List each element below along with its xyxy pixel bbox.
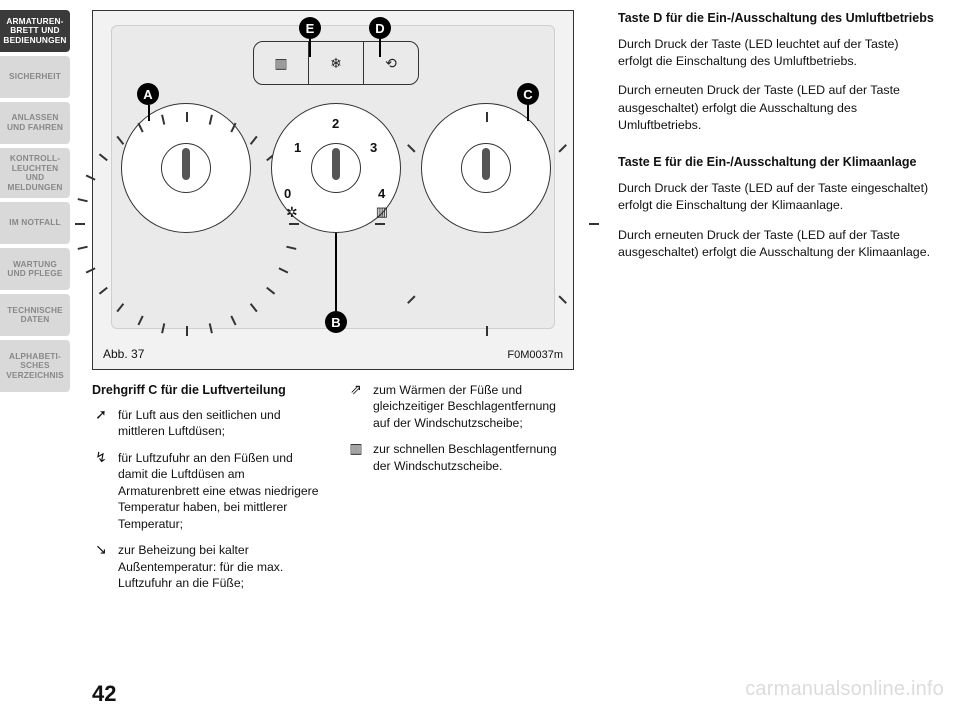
fan-label-1: 1	[294, 140, 301, 155]
list-item-text: zur Beheizung bei kalter Außentemperatur…	[118, 542, 319, 591]
fan-label-2: 2	[332, 116, 339, 131]
temperature-dial	[121, 103, 251, 233]
callout-C: C	[517, 83, 539, 105]
figure-code: F0M0037m	[507, 349, 563, 361]
nav-tab-label: WARTUNGUND PFLEGE	[7, 260, 62, 279]
callout-lead	[379, 39, 381, 57]
nav-tab-label: ARMATUREN-BRETT UNDBEDIENUNGEN	[3, 17, 66, 46]
nav-tab-label: TECHNISCHEDATEN	[7, 306, 63, 325]
nav-tab-label: ALPHABETI-SCHESVERZEICHNIS	[6, 352, 64, 381]
nav-tab-notfall[interactable]: IM NOTFALL	[0, 202, 70, 244]
column-1: Drehgriff C für die Luftverteilung ➚ für…	[92, 382, 319, 602]
figure-caption: Abb. 37	[103, 347, 144, 361]
fan-label-3: 3	[370, 140, 377, 155]
right-column: Taste D für die Ein-/Ausschaltung des Um…	[618, 10, 934, 281]
defrost-icon: ▥	[347, 441, 365, 474]
fan-icon: ✲	[286, 204, 298, 221]
nav-tab-label: IM NOTFALL	[9, 218, 60, 228]
nav-tab-wartung[interactable]: WARTUNGUND PFLEGE	[0, 248, 70, 290]
nav-tab-kontrollleuchten[interactable]: KONTROLL-LEUCHTEN UNDMELDUNGEN	[0, 148, 70, 198]
dial-knob	[311, 143, 361, 193]
list-item: ➚ für Luft aus den seitlichen und mittle…	[92, 407, 319, 440]
block-E: Taste E für die Ein-/Ausschaltung der Kl…	[618, 154, 934, 261]
nav-tab-anlassen[interactable]: ANLASSENUND FAHREN	[0, 102, 70, 144]
button-bar: ▥ ❄ ⟲	[253, 41, 419, 85]
defrost-button: ▥	[254, 42, 308, 84]
block-D: Taste D für die Ein-/Ausschaltung des Um…	[618, 10, 934, 134]
nav-tab-label: SICHERHEIT	[9, 72, 61, 82]
column-2: ⇗ zum Wärmen der Füße und gleichzeitiger…	[347, 382, 574, 602]
callout-lead	[309, 39, 311, 57]
heading-E: Taste E für die Ein-/Ausschaltung der Kl…	[618, 154, 934, 172]
airflow-face-icon: ➚	[92, 407, 110, 440]
para: Durch Druck der Taste (LED auf der Taste…	[618, 180, 934, 215]
heading-D: Taste D für die Ein-/Ausschaltung des Um…	[618, 10, 934, 28]
airflow-feet-icon: ↘	[92, 542, 110, 591]
list-item: ▥ zur schnellen Beschlagentfernung der W…	[347, 441, 574, 474]
para: Durch erneuten Druck der Taste (LED auf …	[618, 82, 934, 134]
dial-knob	[161, 143, 211, 193]
callout-D: D	[369, 17, 391, 39]
nav-tab-sicherheit[interactable]: SICHERHEIT	[0, 56, 70, 98]
callout-lead	[335, 233, 337, 311]
page-number: 42	[92, 681, 116, 707]
airflow-dial	[421, 103, 551, 233]
list-item-text: zur schnellen Beschlagentfernung der Win…	[373, 441, 574, 474]
watermark: carmanualsonline.info	[745, 678, 944, 701]
callout-B: B	[325, 311, 347, 333]
para: Durch erneuten Druck der Taste (LED auf …	[618, 227, 934, 262]
defrost-icon: ▥	[376, 204, 388, 220]
dial-knob	[461, 143, 511, 193]
para: Durch Druck der Taste (LED leuchtet auf …	[618, 36, 934, 71]
list-item-text: zum Wärmen der Füße und gleichzeitiger B…	[373, 382, 574, 431]
callout-lead	[527, 105, 529, 121]
col1-heading: Drehgriff C für die Luftverteilung	[92, 382, 319, 399]
nav-tab-label: KONTROLL-LEUCHTEN UNDMELDUNGEN	[3, 154, 67, 192]
figure-climate-panel: ▥ ❄ ⟲ 0 1 2 3 4 ✲ ▥ E D A	[92, 10, 574, 370]
airflow-feet-defrost-icon: ⇗	[347, 382, 365, 431]
list-item-text: für Luftzufuhr an den Füßen und damit di…	[118, 450, 319, 532]
defrost-icon: ▥	[274, 55, 287, 72]
list-item: ↯ für Luftzufuhr an den Füßen und damit …	[92, 450, 319, 532]
list-item: ⇗ zum Wärmen der Füße und gleichzeitiger…	[347, 382, 574, 431]
callout-E: E	[299, 17, 321, 39]
fan-label-4: 4	[378, 186, 385, 201]
callout-A: A	[137, 83, 159, 105]
recirc-icon: ⟲	[385, 55, 397, 72]
nav-tab-index[interactable]: ALPHABETI-SCHESVERZEICHNIS	[0, 340, 70, 392]
page-content: ▥ ❄ ⟲ 0 1 2 3 4 ✲ ▥ E D A	[92, 10, 946, 697]
section-tabs: ARMATUREN-BRETT UNDBEDIENUNGEN SICHERHEI…	[0, 10, 70, 392]
recirc-button: ⟲	[363, 42, 418, 84]
body-columns: Drehgriff C für die Luftverteilung ➚ für…	[92, 382, 574, 602]
list-item: ↘ zur Beheizung bei kalter Außentemperat…	[92, 542, 319, 591]
nav-tab-label: ANLASSENUND FAHREN	[7, 113, 63, 132]
ac-button: ❄	[308, 42, 363, 84]
callout-lead	[148, 105, 150, 121]
fan-label-0: 0	[284, 186, 291, 201]
list-item-text: für Luft aus den seitlichen und mittlere…	[118, 407, 319, 440]
nav-tab-armaturen[interactable]: ARMATUREN-BRETT UNDBEDIENUNGEN	[0, 10, 70, 52]
snowflake-icon: ❄	[330, 55, 342, 72]
fan-dial: 0 1 2 3 4 ✲ ▥	[271, 103, 401, 233]
nav-tab-technische[interactable]: TECHNISCHEDATEN	[0, 294, 70, 336]
airflow-face-feet-icon: ↯	[92, 450, 110, 532]
